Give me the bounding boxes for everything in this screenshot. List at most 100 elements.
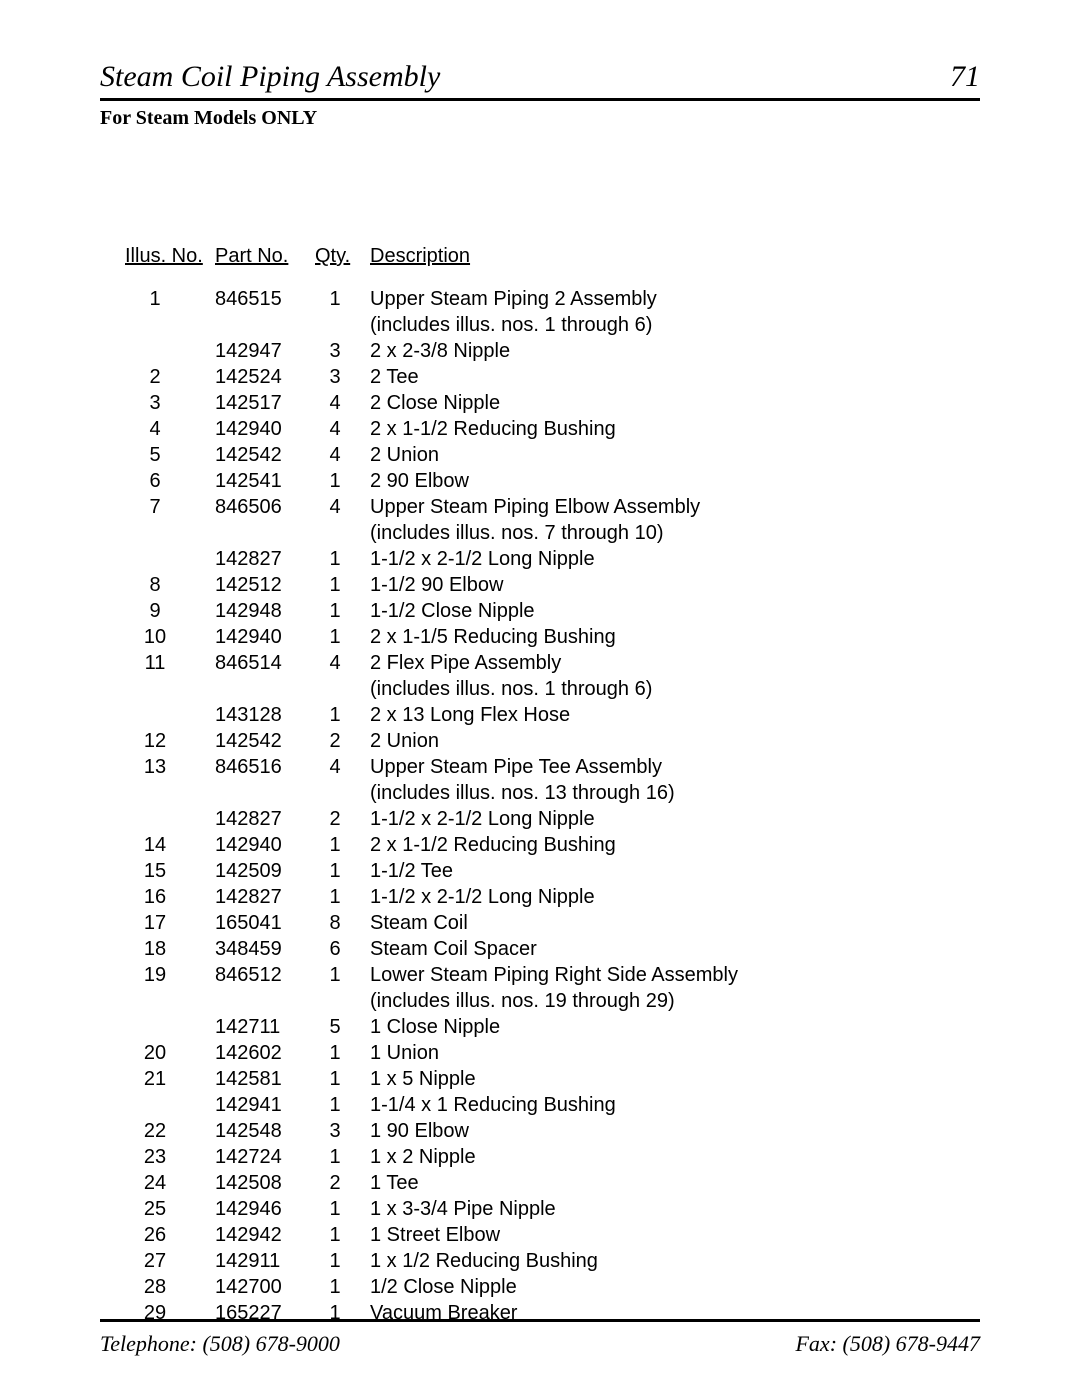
cell-part xyxy=(215,312,315,338)
cell-part: 143128 xyxy=(215,702,315,728)
cell-qty: 6 xyxy=(315,936,370,962)
cell-qty: 3 xyxy=(315,364,370,390)
cell-illus: 9 xyxy=(125,598,215,624)
table-row: 1514250911-1/2 Tee xyxy=(125,858,980,884)
cell-part: 142827 xyxy=(215,884,315,910)
table-row: 14282721-1/2 x 2-1/2 Long Nipple xyxy=(125,806,980,832)
cell-qty: 2 xyxy=(315,1170,370,1196)
cell-desc: 2 x 1-1/5 Reducing Bushing xyxy=(370,624,980,650)
cell-part xyxy=(215,988,315,1014)
cell-desc: 2 x 1-1/2 Reducing Bushing xyxy=(370,832,980,858)
cell-desc: (includes illus. nos. 1 through 6) xyxy=(370,312,980,338)
cell-part: 142942 xyxy=(215,1222,315,1248)
table-row: (includes illus. nos. 13 through 16) xyxy=(125,780,980,806)
cell-desc: 1 Close Nipple xyxy=(370,1014,980,1040)
cell-desc: 1-1/4 x 1 Reducing Bushing xyxy=(370,1092,980,1118)
cell-desc: 1-1/2 Close Nipple xyxy=(370,598,980,624)
cell-illus xyxy=(125,1092,215,1118)
cell-part: 846515 xyxy=(215,286,315,312)
cell-desc: 1 x 5 Nipple xyxy=(370,1066,980,1092)
cell-part: 142509 xyxy=(215,858,315,884)
cell-desc: 2 Union xyxy=(370,442,980,468)
cell-part: 142602 xyxy=(215,1040,315,1066)
cell-qty: 2 xyxy=(315,806,370,832)
cell-illus: 16 xyxy=(125,884,215,910)
cell-qty: 2 xyxy=(315,728,370,754)
cell-part: 142517 xyxy=(215,390,315,416)
cell-illus: 8 xyxy=(125,572,215,598)
header-rule xyxy=(100,98,980,101)
table-row: 261429421 1 Street Elbow xyxy=(125,1222,980,1248)
cell-illus: 5 xyxy=(125,442,215,468)
cell-qty: 1 xyxy=(315,1248,370,1274)
cell-part: 142542 xyxy=(215,442,315,468)
cell-qty xyxy=(315,312,370,338)
cell-qty: 1 xyxy=(315,598,370,624)
cell-desc: Lower Steam Piping Right Side Assembly xyxy=(370,962,980,988)
cell-part: 142700 xyxy=(215,1274,315,1300)
cell-desc: 1-1/2 x 2-1/2 Long Nipple xyxy=(370,546,980,572)
table-row: 231427241 1 x 2 Nipple xyxy=(125,1144,980,1170)
cell-illus: 14 xyxy=(125,832,215,858)
cell-qty: 8 xyxy=(315,910,370,936)
cell-qty: 4 xyxy=(315,442,370,468)
table-body: 18465151Upper Steam Piping 2 Assembly(in… xyxy=(125,286,980,1326)
cell-desc: 1 Union xyxy=(370,1040,980,1066)
cell-qty: 1 xyxy=(315,1092,370,1118)
cell-qty: 1 xyxy=(315,702,370,728)
table-row: 183484596Steam Coil Spacer xyxy=(125,936,980,962)
cell-illus xyxy=(125,806,215,832)
cell-desc: (includes illus. nos. 7 through 10) xyxy=(370,520,980,546)
cell-illus: 13 xyxy=(125,754,215,780)
cell-desc: 1-1/2 90 Elbow xyxy=(370,572,980,598)
cell-desc: Upper Steam Pipe Tee Assembly xyxy=(370,754,980,780)
cell-part: 142541 xyxy=(215,468,315,494)
cell-desc: 1-1/2 Tee xyxy=(370,858,980,884)
cell-qty: 1 xyxy=(315,1300,370,1326)
cell-illus: 28 xyxy=(125,1274,215,1300)
cell-illus: 10 xyxy=(125,624,215,650)
table-row: 14282711-1/2 x 2-1/2 Long Nipple xyxy=(125,546,980,572)
cell-qty: 1 xyxy=(315,832,370,858)
cell-illus xyxy=(125,702,215,728)
cell-illus: 2 xyxy=(125,364,215,390)
cell-illus: 19 xyxy=(125,962,215,988)
cell-illus: 20 xyxy=(125,1040,215,1066)
cell-part: 142911 xyxy=(215,1248,315,1274)
cell-part: 846516 xyxy=(215,754,315,780)
cell-part xyxy=(215,780,315,806)
cell-part: 165041 xyxy=(215,910,315,936)
cell-qty: 1 xyxy=(315,1040,370,1066)
cell-qty xyxy=(315,988,370,1014)
cell-qty xyxy=(315,520,370,546)
cell-desc: 2 90 Elbow xyxy=(370,468,980,494)
cell-qty: 5 xyxy=(315,1014,370,1040)
cell-part xyxy=(215,520,315,546)
cell-illus: 17 xyxy=(125,910,215,936)
table-row: 1429473 2 x 2-3/8 Nipple xyxy=(125,338,980,364)
cell-part xyxy=(215,676,315,702)
cell-qty: 1 xyxy=(315,468,370,494)
table-row: 21425243 2 Tee xyxy=(125,364,980,390)
col-header-desc: Description xyxy=(370,245,980,268)
cell-part: 142941 xyxy=(215,1092,315,1118)
cell-desc: 2 Tee xyxy=(370,364,980,390)
cell-qty: 1 xyxy=(315,286,370,312)
cell-illus xyxy=(125,312,215,338)
cell-illus: 27 xyxy=(125,1248,215,1274)
cell-desc: 1/2 Close Nipple xyxy=(370,1274,980,1300)
cell-qty: 4 xyxy=(315,754,370,780)
cell-qty: 1 xyxy=(315,1222,370,1248)
table-row: (includes illus. nos. 7 through 10) xyxy=(125,520,980,546)
cell-part: 142827 xyxy=(215,546,315,572)
cell-desc: 1-1/2 x 2-1/2 Long Nipple xyxy=(370,884,980,910)
cell-part: 165227 xyxy=(215,1300,315,1326)
cell-illus: 26 xyxy=(125,1222,215,1248)
cell-desc: 2 Union xyxy=(370,728,980,754)
cell-qty: 3 xyxy=(315,338,370,364)
footer-fax: Fax: (508) 678-9447 xyxy=(795,1331,980,1357)
cell-illus: 15 xyxy=(125,858,215,884)
table-row: 291652271 Vacuum Breaker xyxy=(125,1300,980,1326)
cell-desc: 1 x 1/2 Reducing Bushing xyxy=(370,1248,980,1274)
cell-qty: 1 xyxy=(315,546,370,572)
